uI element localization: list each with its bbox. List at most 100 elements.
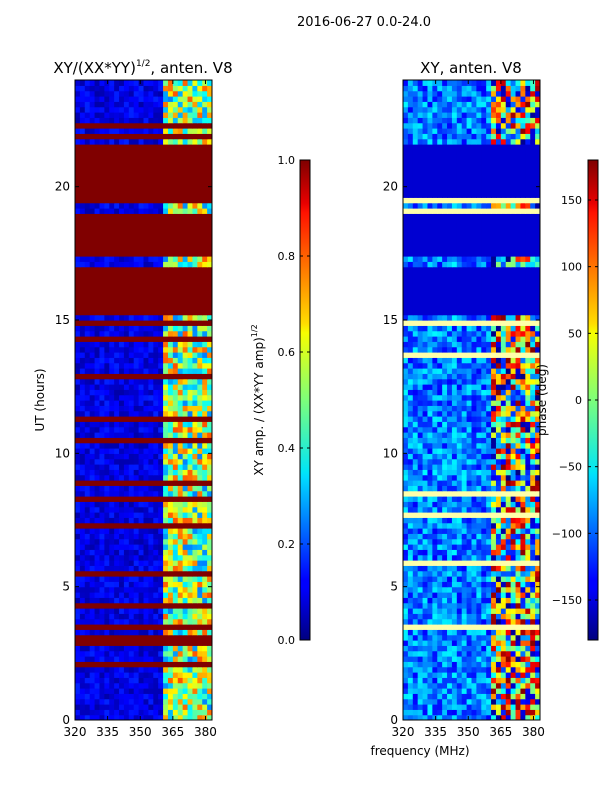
heatmap-cell	[143, 314, 149, 321]
heatmap-cell	[158, 426, 164, 433]
heatmap-cell	[187, 650, 194, 657]
heatmap-cell	[486, 533, 492, 540]
heatmap-cell	[491, 666, 497, 673]
amplitude-colorbar: 0.00.20.40.60.81.0 XY amp. / (XX*YY amp)…	[250, 154, 311, 647]
heatmap-cell	[197, 122, 203, 129]
heatmap-cell	[138, 224, 145, 230]
heatmap-cell	[89, 592, 96, 598]
heatmap-cell	[104, 437, 110, 444]
heatmap-cell	[167, 618, 174, 625]
heatmap-cell	[109, 229, 115, 236]
heatmap-cell	[202, 485, 208, 492]
heatmap-cell	[158, 506, 164, 513]
heatmap-cell	[202, 218, 208, 225]
heatmap-cell	[167, 656, 174, 662]
heatmap-cell	[143, 128, 149, 134]
heatmap-cell	[447, 533, 453, 540]
heatmap-cell	[128, 181, 135, 188]
heatmap-cell	[442, 501, 448, 508]
heatmap-cell	[202, 85, 208, 92]
heatmap-cell	[207, 330, 212, 337]
heatmap-cell	[79, 389, 86, 396]
heatmap-cell	[128, 528, 135, 534]
heatmap-cell	[158, 618, 164, 625]
heatmap-cell	[167, 480, 174, 486]
heatmap-cell	[143, 416, 149, 422]
heatmap-cell	[177, 384, 184, 390]
heatmap-cell	[442, 538, 448, 545]
heatmap-cell	[505, 624, 512, 630]
heatmap-cell	[143, 298, 149, 305]
heatmap-cell	[119, 154, 125, 161]
heatmap-cell	[109, 117, 115, 124]
heatmap-cell	[109, 629, 115, 636]
heatmap-cell	[442, 629, 448, 636]
heatmap-cell	[466, 533, 473, 540]
heatmap-cell	[79, 693, 86, 700]
heatmap-cell	[114, 400, 120, 406]
heatmap-cell	[99, 330, 105, 337]
heatmap-cell	[432, 448, 438, 454]
heatmap-cell	[525, 474, 531, 481]
heatmap-cell	[481, 448, 487, 454]
heatmap-cell	[407, 656, 414, 662]
heatmap-cell	[471, 501, 477, 508]
heatmap-cell	[515, 480, 522, 486]
heatmap-cell	[177, 506, 184, 513]
heatmap-cell	[447, 464, 453, 470]
heatmap-cell	[94, 474, 101, 481]
heatmap-cell	[407, 698, 414, 705]
heatmap-cell	[466, 645, 473, 652]
heatmap-cell	[486, 453, 492, 460]
heatmap-cell	[525, 565, 531, 572]
heatmap-cell	[525, 480, 531, 486]
heatmap-cell	[491, 693, 497, 700]
heatmap-cell	[109, 634, 115, 641]
heatmap-cell	[520, 448, 526, 454]
heatmap-cell	[138, 261, 145, 268]
heatmap-cell	[119, 613, 125, 620]
heatmap-cell	[177, 346, 184, 353]
heatmap-cell	[153, 458, 159, 465]
heatmap-cell	[427, 496, 433, 502]
x-tick-label: 365	[161, 725, 184, 739]
heatmap-cell	[79, 341, 86, 348]
heatmap-cell	[148, 208, 154, 214]
heatmap-cell	[202, 133, 208, 140]
heatmap-cell	[451, 714, 458, 720]
heatmap-cell	[530, 709, 536, 716]
heatmap-cell	[114, 416, 120, 422]
heatmap-cell	[143, 288, 149, 294]
heatmap-cell	[84, 688, 91, 694]
heatmap-cell	[505, 714, 512, 720]
heatmap-cell	[104, 165, 110, 172]
heatmap-cell	[172, 426, 179, 433]
heatmap-cell	[437, 448, 443, 454]
heatmap-cell	[89, 378, 96, 385]
heatmap-cell	[486, 682, 492, 689]
heatmap-cell	[182, 160, 189, 166]
heatmap-cell	[114, 80, 120, 86]
heatmap-cell	[94, 581, 101, 588]
heatmap-cell	[177, 336, 184, 342]
heatmap-cell	[451, 672, 458, 678]
heatmap-cell	[442, 528, 448, 534]
heatmap-cell	[99, 512, 105, 518]
heatmap-cell	[104, 442, 110, 449]
heatmap-cell	[432, 592, 438, 598]
heatmap-cell	[128, 677, 135, 684]
heatmap-cell	[417, 565, 424, 572]
heatmap-cell	[437, 501, 443, 508]
heatmap-cell	[79, 554, 86, 561]
heatmap-cell	[119, 85, 125, 92]
heatmap-cell	[143, 117, 149, 124]
heatmap-cell	[535, 682, 540, 689]
heatmap-cell	[99, 442, 105, 449]
heatmap-cell	[79, 416, 86, 422]
heatmap-cell	[481, 517, 487, 524]
heatmap-cell	[447, 576, 453, 582]
heatmap-cell	[133, 501, 140, 508]
heatmap-cell	[447, 522, 453, 529]
heatmap-cell	[177, 554, 184, 561]
heatmap-cell	[192, 261, 198, 268]
